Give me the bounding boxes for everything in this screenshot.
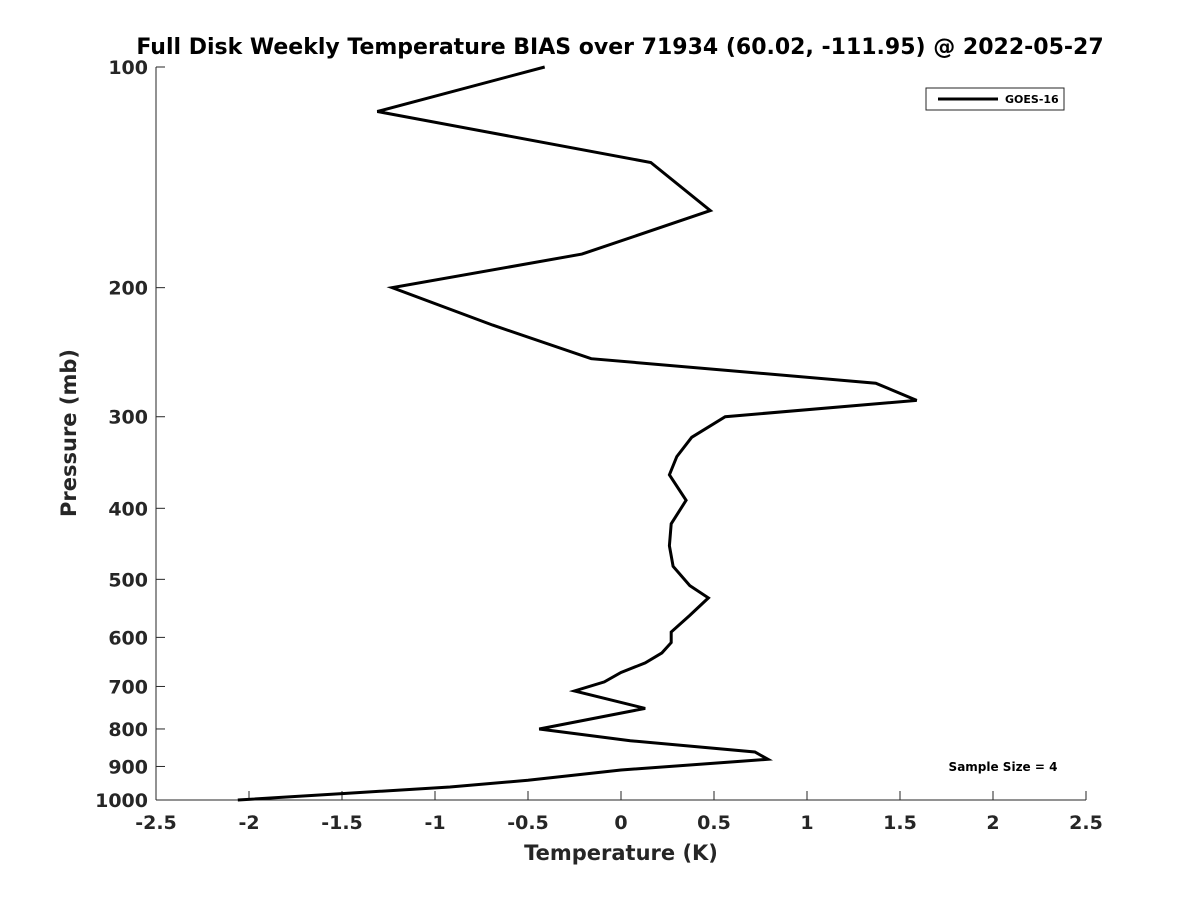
- x-tick-label: 0.5: [697, 812, 731, 834]
- sample-size-annotation: Sample Size = 4: [949, 760, 1058, 774]
- y-tick-label: 100: [108, 57, 148, 79]
- legend: GOES-16: [925, 87, 1065, 111]
- x-tick-label: -1: [424, 812, 445, 834]
- y-tick-label: 700: [108, 676, 148, 698]
- x-tick-label: 1: [800, 812, 813, 834]
- x-ticks: -2.5 -2 -1.5 -1 -0.5 0 0.5 1 1.5 2 2.5: [135, 791, 1103, 834]
- y-tick-label: 1000: [95, 790, 148, 812]
- x-tick-label: 2: [986, 812, 999, 834]
- x-tick-label: 2.5: [1069, 812, 1103, 834]
- y-tick-label: 800: [108, 719, 148, 741]
- series-line-goes-16: [237, 65, 918, 802]
- y-tick-label: 500: [108, 569, 148, 591]
- y-ticks: 100 200 300 400 500 600 700 800 900 1000: [95, 57, 165, 812]
- x-tick-label: -2.5: [135, 812, 177, 834]
- y-tick-label: 900: [108, 756, 148, 778]
- y-axis-label: Pressure (mb): [57, 349, 81, 517]
- series-group: [237, 65, 918, 802]
- x-axis-label: Temperature (K): [524, 841, 718, 865]
- x-tick-label: -1.5: [321, 812, 363, 834]
- legend-label-goes-16: GOES-16: [1005, 93, 1059, 106]
- chart-title: Full Disk Weekly Temperature BIAS over 7…: [136, 35, 1103, 60]
- x-tick-label: 0: [614, 812, 627, 834]
- x-tick-label: 1.5: [883, 812, 917, 834]
- y-tick-label: 400: [108, 498, 148, 520]
- y-tick-label: 300: [108, 407, 148, 429]
- x-tick-label: -0.5: [507, 812, 549, 834]
- y-tick-label: 200: [108, 278, 148, 300]
- y-tick-label: 600: [108, 627, 148, 649]
- x-tick-label: -2: [238, 812, 259, 834]
